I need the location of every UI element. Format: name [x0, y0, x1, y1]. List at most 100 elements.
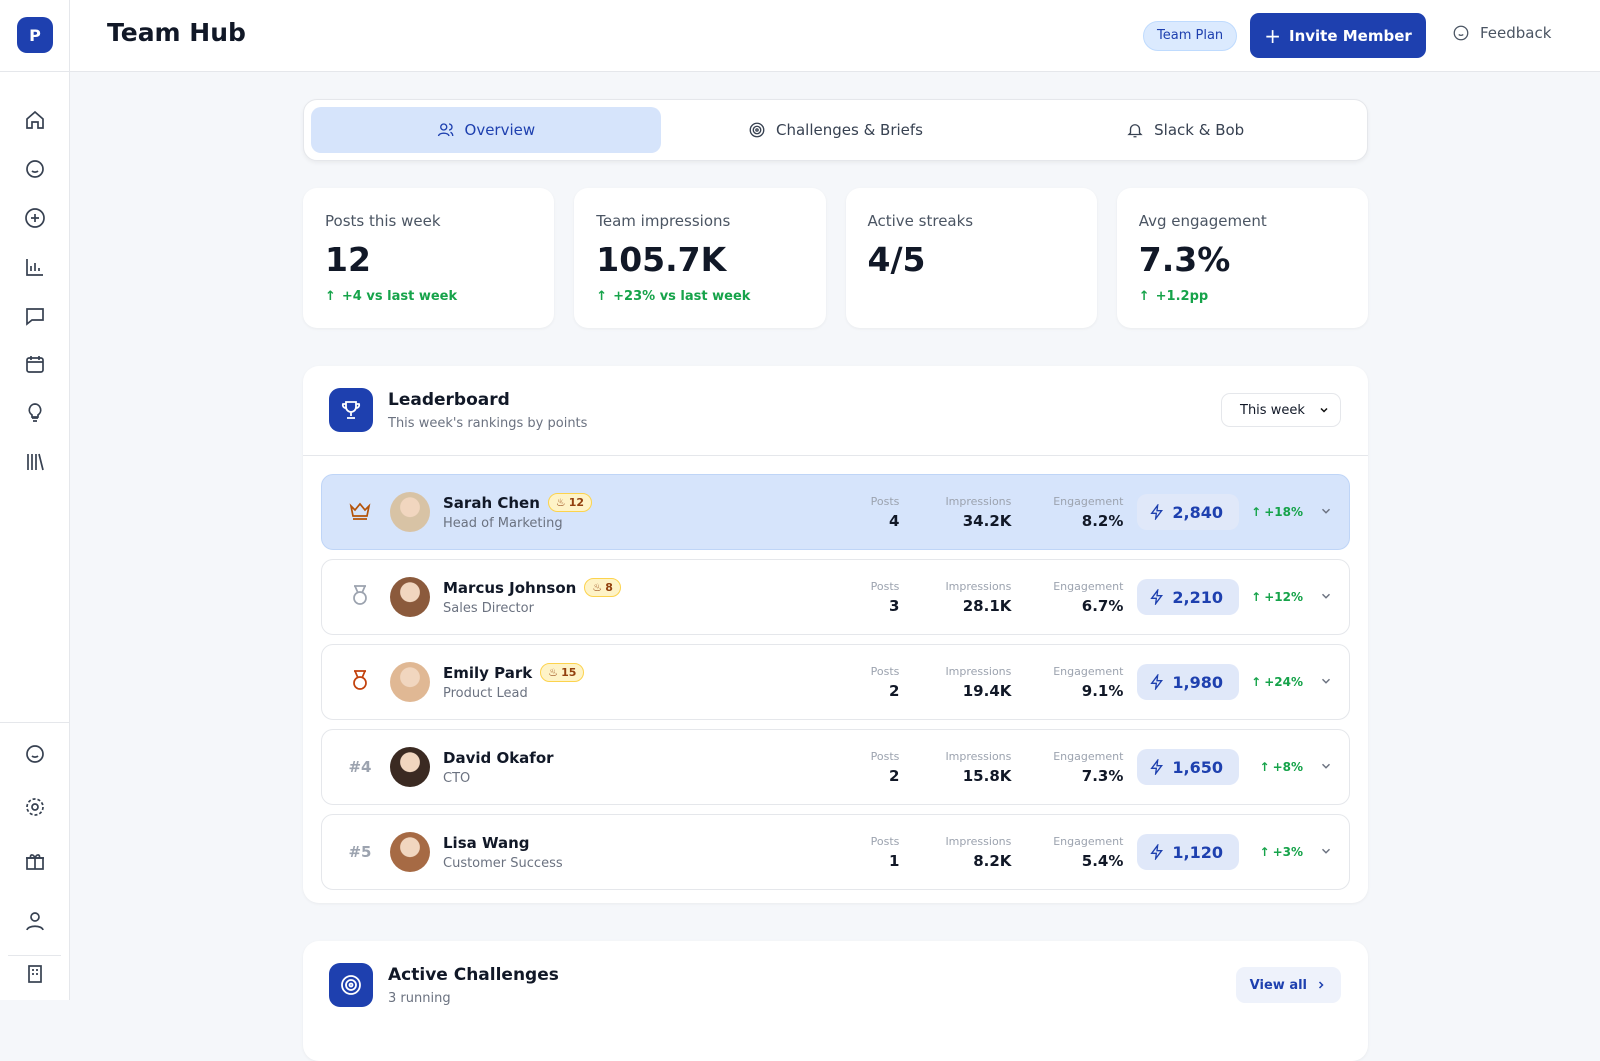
metric-label: Engagement — [1053, 494, 1124, 508]
leaderboard-row[interactable]: Marcus Johnson ♨ 8 Sales Director Posts 3 Impr… — [321, 559, 1350, 635]
nav-analytics[interactable] — [23, 255, 47, 279]
avatar — [390, 492, 430, 532]
nav-home[interactable] — [23, 108, 47, 132]
metric-value: 19.4K — [962, 681, 1012, 700]
metric-label: Posts — [870, 494, 900, 508]
nav-company[interactable] — [23, 962, 47, 986]
tab-label: Overview — [464, 121, 536, 139]
metric: Engagement 8.2% — [1011, 495, 1123, 530]
stats: Posts this week 12 ↑ +4 vs last week Team im… — [303, 188, 1368, 328]
leaderboard-row[interactable]: Sarah Chen ♨ 12 Head of Marketing Posts 4 Impr… — [321, 474, 1350, 550]
metric: Engagement 5.4% — [1011, 835, 1123, 870]
stat-card: Posts this week 12 ↑ +4 vs last week — [303, 188, 555, 328]
member-role: Product Lead — [443, 686, 528, 701]
nav-face[interactable] — [23, 157, 47, 181]
metric-label: Engagement — [1053, 664, 1124, 678]
points-change-text: +8% — [1272, 760, 1303, 774]
leaderboard-subtitle: This week's rankings by points — [388, 416, 588, 431]
stat-change-text: +1.2pp — [1155, 289, 1209, 304]
points-change: ↑ +12% — [1251, 590, 1303, 604]
invite-button[interactable]: + Invite Member — [1250, 13, 1426, 58]
metric-label: Impressions — [945, 579, 1012, 593]
metric: Engagement 6.7% — [1011, 580, 1123, 615]
logo[interactable]: P — [17, 17, 53, 53]
main: Overview Challenges & Briefs Slack & Bob P… — [303, 99, 1368, 1061]
expand-icon[interactable] — [1319, 503, 1333, 522]
view-all-button[interactable]: View all — [1235, 967, 1341, 1003]
leaderboard: Leaderboard This week's rankings by poin… — [303, 366, 1368, 903]
streak-count: 12 — [568, 496, 585, 509]
metric-value: 34.2K — [962, 511, 1012, 530]
points-change-text: +12% — [1264, 590, 1303, 604]
nav-library[interactable] — [23, 450, 47, 474]
member-name-line: Lisa Wang — [443, 834, 787, 852]
metric-value: 5.4% — [1081, 851, 1124, 870]
member-name-line: Sarah Chen ♨ 12 — [443, 493, 787, 512]
metric-value: 8.2% — [1081, 511, 1124, 530]
points: 2,840 — [1137, 494, 1239, 530]
expand-icon[interactable] — [1319, 758, 1333, 777]
member: David Okafor CTO — [443, 749, 787, 786]
points: 1,980 — [1137, 664, 1239, 700]
avatar — [390, 577, 430, 617]
member: Emily Park ♨ 15 Product Lead — [443, 663, 787, 701]
leaderboard-row[interactable]: #5 Lisa Wang Customer Success Posts 1 Impress… — [321, 814, 1350, 890]
stat-value: 12 — [325, 240, 371, 279]
member: Marcus Johnson ♨ 8 Sales Director — [443, 578, 787, 616]
metric-value: 9.1% — [1081, 681, 1124, 700]
nav-calendar[interactable] — [23, 352, 47, 376]
metric: Impressions 19.4K — [899, 665, 1011, 700]
metric-value: 3 — [888, 596, 900, 615]
nav-create[interactable] — [23, 206, 47, 230]
nav-chat[interactable] — [23, 742, 47, 766]
tab[interactable]: Challenges & Briefs — [661, 107, 1011, 153]
stat-change: ↑ +4 vs last week — [325, 289, 458, 304]
metric-value: 15.8K — [962, 766, 1012, 785]
period-select[interactable]: This week — [1221, 393, 1341, 427]
period-label: This week — [1240, 402, 1305, 418]
leaderboard-rows: Sarah Chen ♨ 12 Head of Marketing Posts 4 Impr… — [321, 474, 1350, 899]
nav-gift[interactable] — [23, 849, 47, 873]
points: 1,120 — [1137, 834, 1239, 870]
metric: Posts 2 — [787, 749, 900, 785]
challenges-title: Active Challenges — [388, 965, 559, 985]
metric-label: Impressions — [945, 834, 1012, 848]
streak-badge: ♨ 12 — [547, 493, 593, 512]
nav-settings[interactable] — [23, 795, 47, 819]
leaderboard-row[interactable]: #4 David Okafor CTO Posts 2 Impressions 15.8K E… — [321, 729, 1350, 805]
stat-card: Avg engagement 7.3% ↑ +1.2pp — [1116, 188, 1368, 328]
nav-profile[interactable] — [23, 909, 47, 933]
stat-label: Avg engagement — [1138, 212, 1267, 230]
expand-icon[interactable] — [1319, 588, 1333, 607]
metric-label: Impressions — [945, 749, 1012, 763]
stat-change: ↑ +1.2pp — [1138, 289, 1209, 304]
sidebar: P — [0, 0, 70, 1000]
metric-value: 7.3% — [1081, 766, 1124, 785]
tab[interactable]: Overview — [311, 107, 661, 153]
metric-label: Posts — [870, 579, 900, 593]
points-change: ↑ +8% — [1259, 760, 1304, 774]
points-change-text: +18% — [1264, 505, 1303, 519]
member: Sarah Chen ♨ 12 Head of Marketing — [443, 493, 787, 531]
points-change: ↑ +18% — [1251, 505, 1303, 519]
stat-change: ↑ +23% vs last week — [596, 289, 751, 304]
nav-messages[interactable] — [23, 304, 47, 328]
metric-value: 28.1K — [962, 596, 1012, 615]
metric-label: Posts — [870, 749, 900, 763]
expand-icon[interactable] — [1319, 673, 1333, 692]
metric-label: Engagement — [1053, 749, 1124, 763]
expand-icon[interactable] — [1319, 843, 1333, 862]
stat-label: Active streaks — [867, 212, 974, 230]
metric: Posts 3 — [787, 579, 900, 615]
nav-ideas[interactable] — [23, 401, 47, 425]
top-bar: Team Hub Team Plan + Invite Member Feedba… — [70, 0, 1600, 72]
leaderboard-row[interactable]: Emily Park ♨ 15 Product Lead Posts 2 Impressio… — [321, 644, 1350, 720]
stat-label: Team impressions — [596, 212, 731, 230]
page-title: Team Hub — [107, 18, 246, 47]
feedback-button[interactable]: Feedback — [1452, 24, 1551, 42]
member-name: David Okafor — [443, 748, 554, 767]
tab[interactable]: Slack & Bob — [1010, 107, 1360, 153]
avatar — [390, 662, 430, 702]
metric-label: Engagement — [1053, 579, 1124, 593]
rank-icon — [342, 583, 378, 611]
